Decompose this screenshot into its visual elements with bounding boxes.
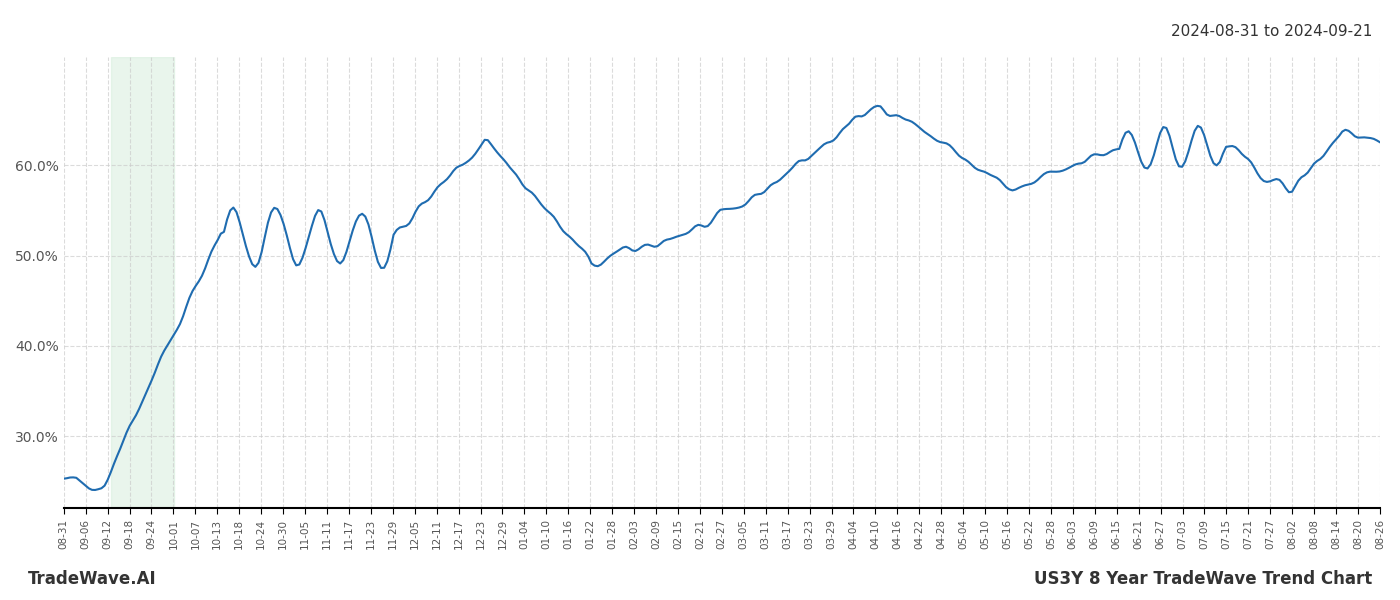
Bar — [111, 57, 174, 508]
Text: US3Y 8 Year TradeWave Trend Chart: US3Y 8 Year TradeWave Trend Chart — [1033, 570, 1372, 588]
Text: 2024-08-31 to 2024-09-21: 2024-08-31 to 2024-09-21 — [1170, 24, 1372, 39]
Text: TradeWave.AI: TradeWave.AI — [28, 570, 157, 588]
